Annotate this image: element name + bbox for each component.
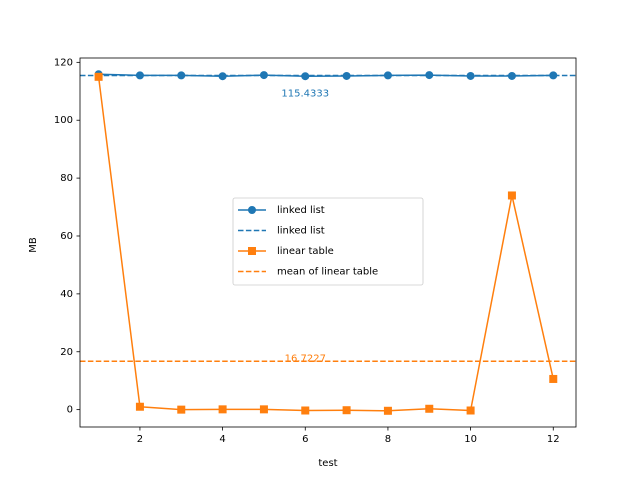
series-2-point-2 bbox=[135, 402, 144, 411]
y-tick-label-20: 20 bbox=[60, 347, 73, 358]
series-2-point-5 bbox=[259, 405, 268, 414]
y-tick-label-0: 0 bbox=[67, 405, 73, 416]
series-0-point-9 bbox=[425, 71, 434, 80]
annotation-0: 115.4333 bbox=[281, 89, 329, 100]
series-2-point-11 bbox=[507, 191, 516, 200]
y-tick-label-100: 100 bbox=[54, 115, 73, 126]
series-0-point-12 bbox=[549, 71, 558, 80]
y-axis-label: MB bbox=[28, 237, 39, 253]
x-axis-label: test bbox=[318, 458, 337, 469]
series-2-point-3 bbox=[177, 405, 186, 414]
x-tick-label-10: 10 bbox=[464, 434, 477, 445]
legend-label-3: mean of linear table bbox=[277, 267, 378, 278]
legend-swatch-marker-0 bbox=[248, 206, 256, 214]
axes-frame bbox=[79, 57, 577, 428]
series-0-point-8 bbox=[383, 71, 392, 80]
x-tick-label-2: 2 bbox=[137, 434, 143, 445]
plot-area: 115.4333 16.7227 bbox=[80, 70, 576, 415]
series-0-point-11 bbox=[507, 71, 516, 80]
x-tick-label-4: 4 bbox=[219, 434, 225, 445]
y-tick-label-80: 80 bbox=[60, 173, 73, 184]
series-0-point-2 bbox=[135, 71, 144, 80]
legend-label-1: linked list bbox=[277, 226, 325, 237]
legend-label-2: linear table bbox=[277, 246, 334, 257]
plot-series-group bbox=[80, 73, 576, 412]
x-tick-label-12: 12 bbox=[547, 434, 560, 445]
y-tick-label-120: 120 bbox=[54, 57, 73, 68]
x-tick-label-8: 8 bbox=[385, 434, 391, 445]
series-2-point-9 bbox=[425, 404, 434, 413]
series-2-point-6 bbox=[301, 406, 310, 415]
series-0-point-4 bbox=[218, 72, 227, 81]
legend: linked list linked list linear table mean o… bbox=[232, 197, 424, 286]
x-tick-label-6: 6 bbox=[302, 434, 308, 445]
series-2-point-1 bbox=[94, 72, 103, 81]
y-tick-label-60: 60 bbox=[60, 231, 73, 242]
series-2-point-10 bbox=[466, 406, 475, 415]
series-0-point-3 bbox=[177, 71, 186, 80]
series-0-point-5 bbox=[259, 71, 268, 80]
series-line-2 bbox=[97, 76, 555, 412]
series-0-point-7 bbox=[342, 71, 351, 80]
series-2-point-7 bbox=[342, 406, 351, 415]
series-0-point-10 bbox=[466, 71, 475, 80]
legend-swatch-marker-2 bbox=[248, 247, 256, 255]
legend-box bbox=[232, 197, 424, 286]
legend-label-0: linked list bbox=[277, 205, 325, 216]
y-tick-label-40: 40 bbox=[60, 289, 73, 300]
series-2-point-12 bbox=[549, 374, 558, 383]
series-2-point-8 bbox=[383, 406, 392, 415]
annotation-1: 16.7227 bbox=[285, 354, 326, 365]
series-2-point-4 bbox=[218, 405, 227, 414]
series-0-point-6 bbox=[301, 72, 310, 81]
